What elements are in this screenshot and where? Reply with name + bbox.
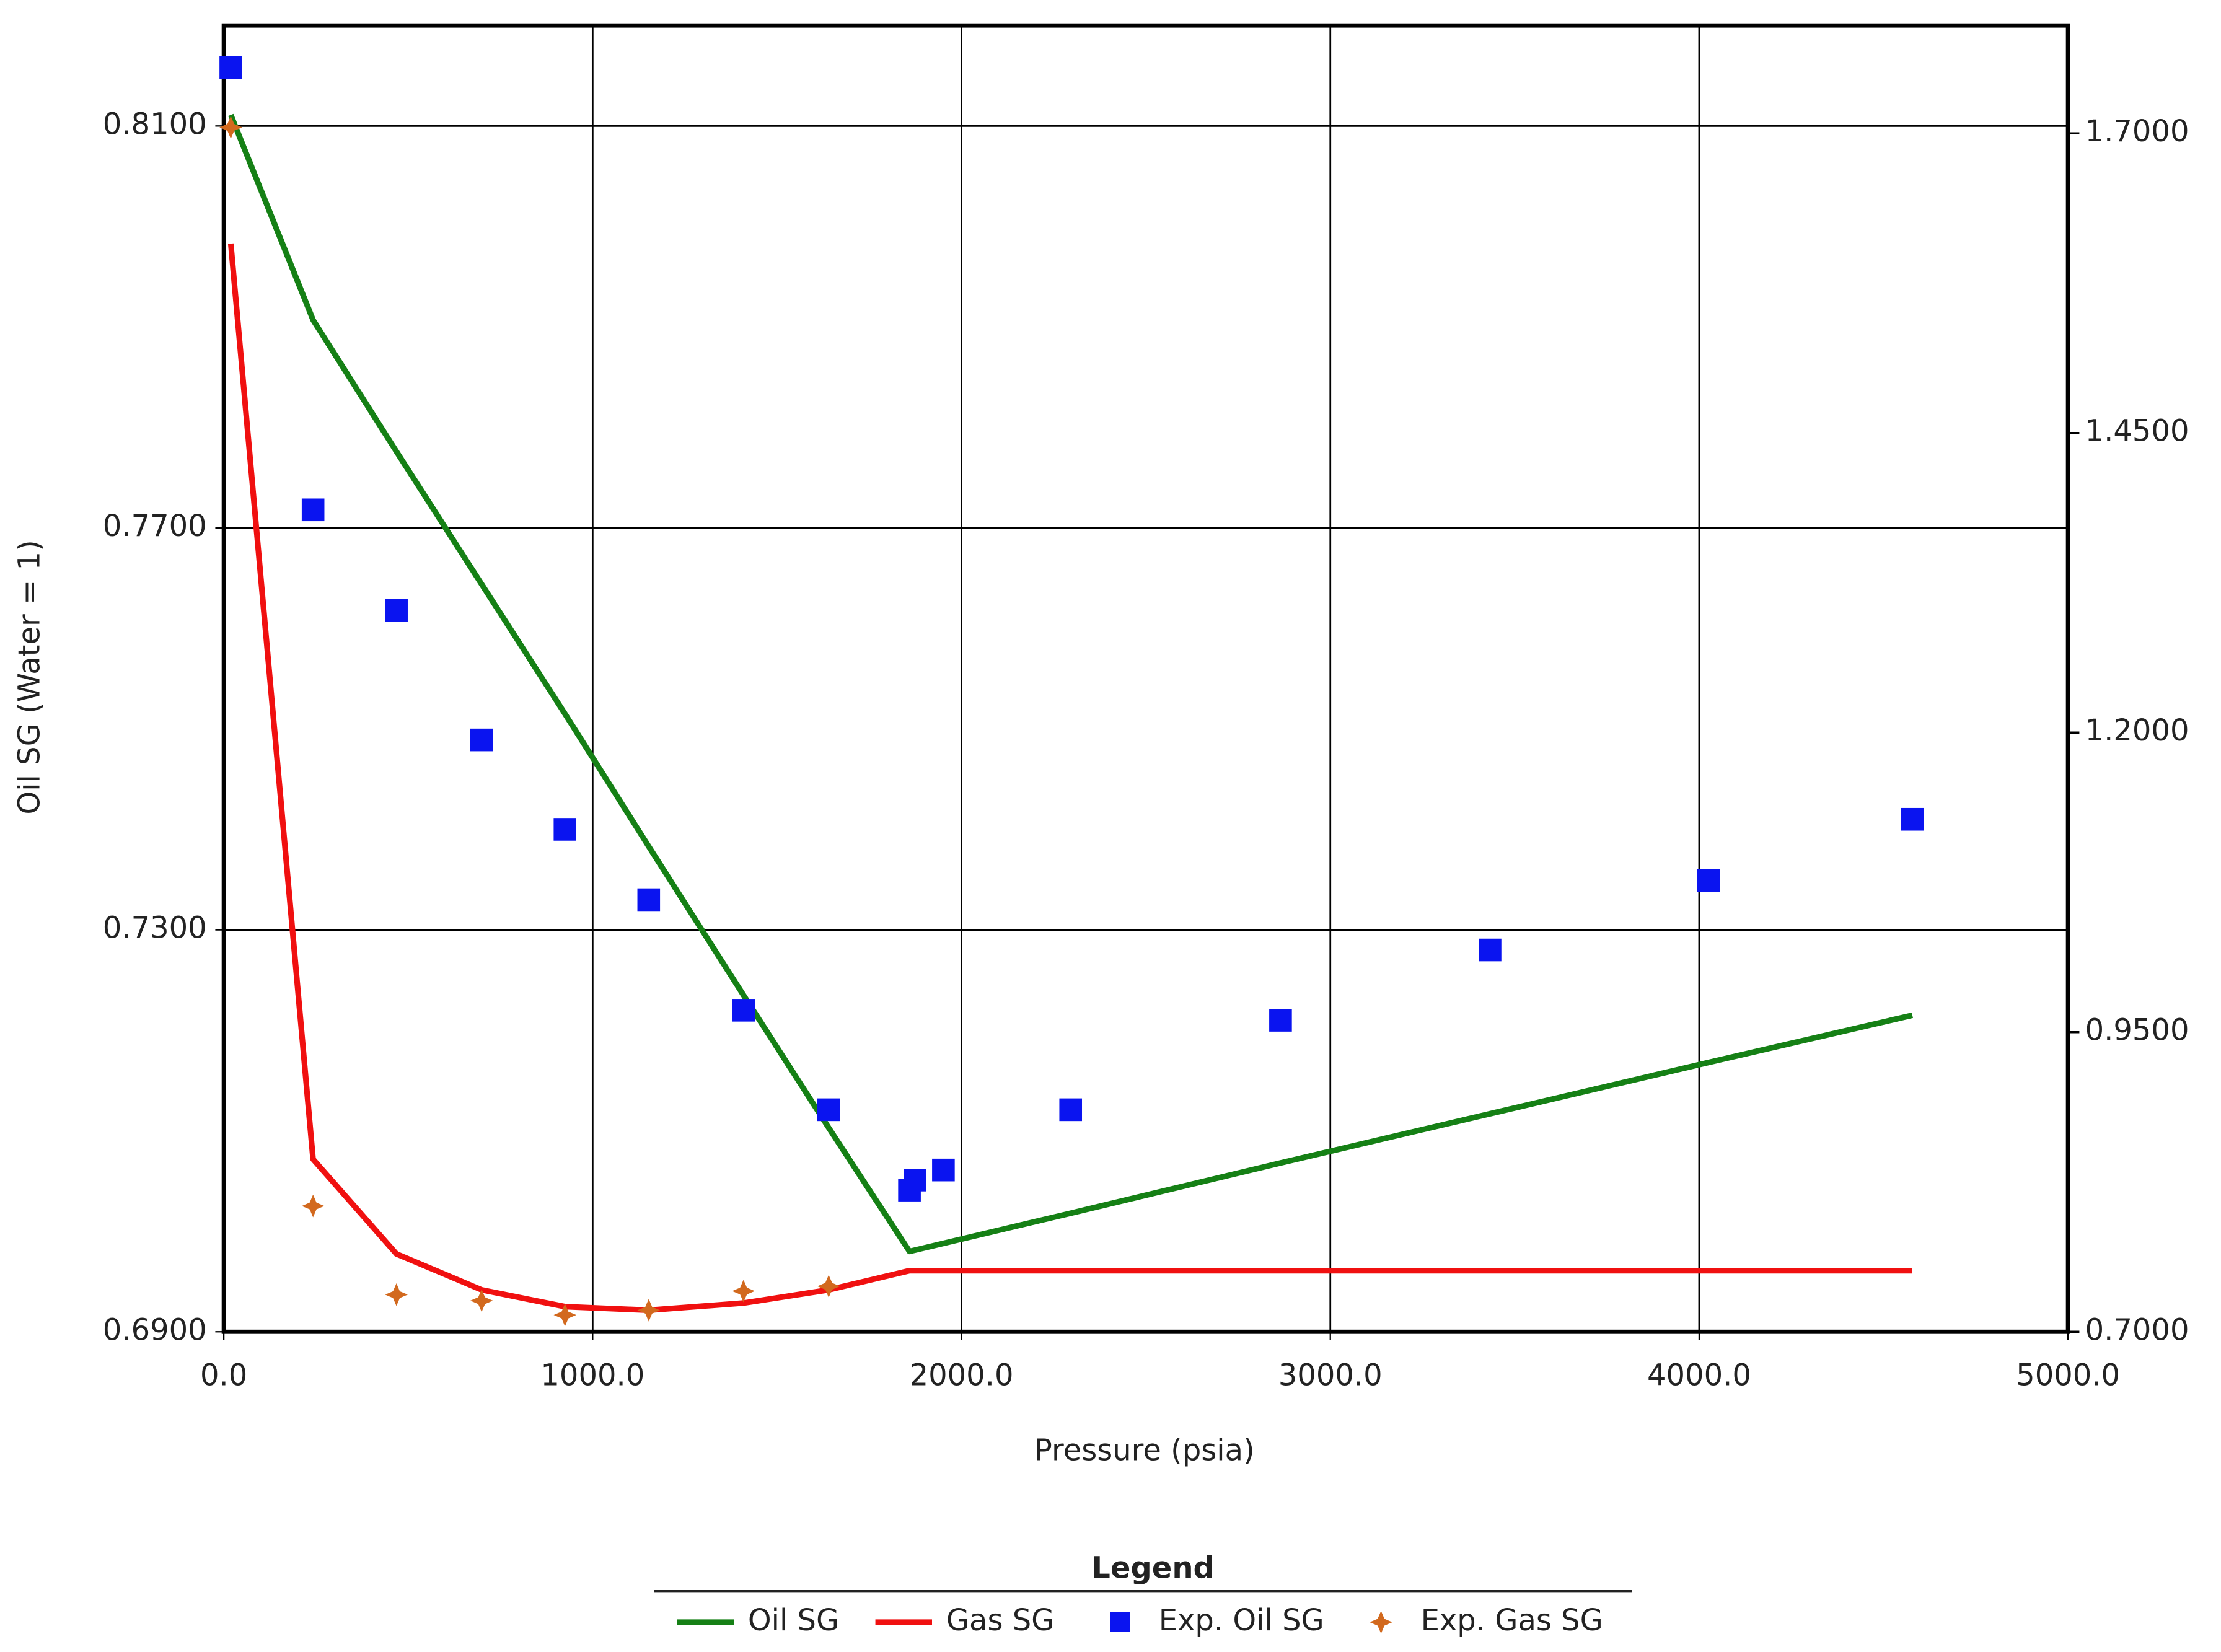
x-tick-label: 5000.0 xyxy=(2016,1358,2120,1392)
plot-border xyxy=(221,23,2070,1334)
point xyxy=(553,818,576,841)
series-line xyxy=(227,243,1912,1314)
point xyxy=(1269,1009,1292,1032)
point xyxy=(301,498,325,522)
point xyxy=(637,1299,661,1322)
point xyxy=(1059,1098,1083,1122)
point xyxy=(732,999,755,1022)
x-tick-label: 4000.0 xyxy=(1647,1358,1751,1392)
y-axis-label: Oil SG (Water = 1) xyxy=(12,540,46,814)
legend-label: Exp. Gas SG xyxy=(1421,1603,1603,1638)
x-tick-label: 0.0 xyxy=(200,1358,247,1392)
y-tick-label: 0.7300 xyxy=(103,911,207,946)
point xyxy=(637,888,661,912)
point xyxy=(1479,938,1502,962)
y2-tick-label: 1.2000 xyxy=(2085,713,2189,748)
y2-tick-label: 1.4500 xyxy=(2085,414,2189,449)
point xyxy=(385,599,408,622)
y2-tick-label: 0.7000 xyxy=(2085,1312,2189,1347)
legend-title: Legend xyxy=(1091,1550,1215,1585)
x-tick-label: 2000.0 xyxy=(910,1358,1014,1392)
series-line xyxy=(228,113,1913,1255)
y-tick-label: 0.8100 xyxy=(103,107,207,141)
y-tick-label: 0.6900 xyxy=(103,1312,207,1347)
point xyxy=(904,1169,926,1192)
x-tick-label: 3000.0 xyxy=(1278,1358,1383,1392)
point xyxy=(470,728,493,752)
legend-label: Exp. Oil SG xyxy=(1159,1603,1324,1638)
point xyxy=(470,1289,493,1312)
point xyxy=(553,1303,576,1327)
legend-swatch xyxy=(1370,1610,1392,1634)
point xyxy=(301,1194,325,1218)
point xyxy=(1697,869,1720,892)
point xyxy=(932,1158,955,1182)
y2-tick-label: 1.7000 xyxy=(2085,114,2189,149)
point xyxy=(817,1098,840,1122)
x-tick-label: 1000.0 xyxy=(540,1358,644,1392)
point xyxy=(385,1283,408,1306)
x-axis-label: Pressure (psia) xyxy=(1034,1433,1255,1468)
legend-label: Oil SG xyxy=(748,1603,839,1638)
point xyxy=(817,1275,840,1298)
point xyxy=(219,56,242,79)
legend-swatch xyxy=(1110,1612,1130,1632)
point xyxy=(732,1280,755,1303)
point xyxy=(1901,807,1924,831)
legend-label: Gas SG xyxy=(946,1603,1055,1638)
point xyxy=(219,116,242,139)
y-tick-label: 0.7700 xyxy=(103,509,207,543)
y2-tick-label: 0.9500 xyxy=(2085,1013,2189,1048)
